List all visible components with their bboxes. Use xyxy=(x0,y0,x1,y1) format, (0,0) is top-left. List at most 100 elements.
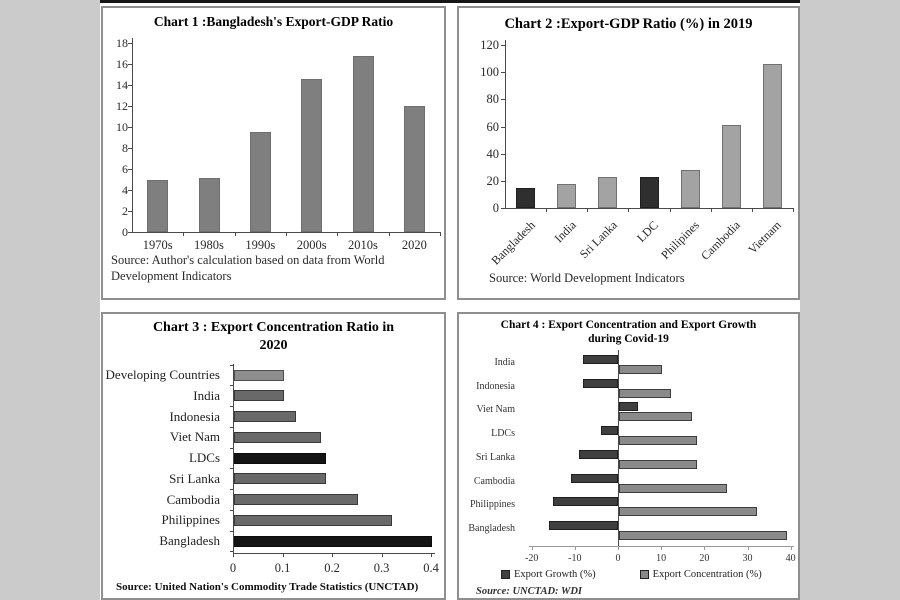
y-tick-mark xyxy=(230,468,233,470)
legend-label-export-concentration: Export Concentration (%) xyxy=(652,569,762,580)
x-tick-mark xyxy=(337,232,339,236)
category-label: LDCs xyxy=(188,450,220,465)
bar-indonesia xyxy=(234,411,296,422)
chart3-panel: Chart 3 : Export Concentration Ratio in … xyxy=(101,312,446,600)
bar-bangladesh xyxy=(516,187,536,208)
concentration-bar-indonesia xyxy=(619,388,671,398)
x-tick-mark xyxy=(669,208,671,212)
x-tick-mark xyxy=(233,553,234,557)
chart1-source: Source: Author's calculation based on da… xyxy=(111,253,385,284)
concentration-bar-ldcs xyxy=(619,436,697,446)
x-tick-label: 20 xyxy=(699,553,710,564)
category-label: Developing Countries xyxy=(105,367,220,382)
y-tick-mark xyxy=(501,45,505,46)
growth-bar-sri-lanka xyxy=(579,449,618,459)
export-concentration-swatch xyxy=(639,570,649,579)
zero-axis-line xyxy=(618,350,619,546)
y-tick-mark xyxy=(128,211,132,212)
x-tick-mark xyxy=(183,232,185,236)
chart2-plot: 0 20 40 60 80 100 120 Bangladesh India Sri Lanka L… xyxy=(459,8,798,298)
category-label: LDCs xyxy=(491,428,515,440)
bar-sri-lanka xyxy=(234,473,326,485)
x-tick-mark xyxy=(587,208,589,212)
growth-bar-ldcs xyxy=(600,426,618,436)
bar-ldcs xyxy=(234,452,326,464)
x-tick-mark xyxy=(531,546,533,550)
y-tick-mark xyxy=(230,364,233,366)
chart2-source: Source: World Development Indicators xyxy=(489,271,685,285)
x-category-label: 1970s xyxy=(142,238,173,252)
bar-bangladesh xyxy=(234,535,432,547)
x-tick-label: 0.1 xyxy=(274,561,291,575)
x-category-label: 1990s xyxy=(245,238,276,252)
x-category-label: 2020 xyxy=(401,238,427,252)
bar-philippines xyxy=(234,514,393,526)
bar-developing-countries xyxy=(234,369,284,381)
chart4-plot: -20 -10 0 10 20 30 40 India Indonesia Viet Nam LDC… xyxy=(459,314,798,598)
y-axis-line xyxy=(505,40,506,208)
y-tick-mark xyxy=(128,43,132,44)
y-tick-label: 6 xyxy=(122,162,128,176)
x-tick-mark xyxy=(286,232,287,236)
y-tick-label: 40 xyxy=(486,146,500,161)
x-tick-mark xyxy=(546,208,548,212)
y-tick-label: 2 xyxy=(122,204,128,218)
y-tick-label: 80 xyxy=(486,92,500,107)
bar-india xyxy=(557,183,577,208)
x-axis-line xyxy=(233,553,435,554)
growth-bar-viet-nam xyxy=(619,402,639,412)
y-tick-label: 12 xyxy=(116,99,128,113)
bar-1990s xyxy=(249,132,271,232)
category-label: India xyxy=(494,357,515,368)
chart1-plot: 0 2 4 6 8 10 12 14 16 18 1970s 1980s 1990s 2000s 2010s… xyxy=(103,8,444,298)
y-tick-label: 20 xyxy=(486,173,500,188)
x-tick-mark xyxy=(574,546,576,550)
y-tick-mark xyxy=(128,169,132,170)
concentration-bar-philippines xyxy=(619,507,758,517)
x-tick-label: 40 xyxy=(785,553,796,564)
category-label: Sri Lanka xyxy=(169,470,220,486)
y-tick-mark xyxy=(230,426,233,428)
y-tick-mark xyxy=(128,232,132,233)
x-tick-mark xyxy=(388,232,390,236)
y-tick-label: 60 xyxy=(486,119,500,134)
concentration-bar-cambodia xyxy=(619,483,727,493)
chart4-source: Source: UNCTAD: WDI xyxy=(476,586,582,597)
x-category-label: 2000s xyxy=(296,238,327,252)
category-label: Indonesia xyxy=(169,408,220,424)
legend-item-export-concentration: Export Concentration (%) xyxy=(639,569,762,580)
x-tick-mark xyxy=(618,546,619,550)
bar-viet-nam xyxy=(234,431,321,443)
concentration-bar-viet-nam xyxy=(619,412,693,422)
chart3-title: Chart 3 : Export Concentration Ratio in … xyxy=(152,320,395,353)
category-label: Philippines xyxy=(161,512,220,528)
y-tick-label: 10 xyxy=(116,120,128,134)
growth-bar-philippines xyxy=(553,497,618,507)
concentration-bar-bangladesh xyxy=(619,530,788,540)
x-tick-label: -20 xyxy=(524,553,539,564)
x-tick-mark xyxy=(747,546,749,550)
y-tick-mark xyxy=(128,127,132,128)
bar-philipines xyxy=(680,169,700,208)
category-label: Cambodia xyxy=(166,491,220,507)
bar-1980s xyxy=(198,178,220,232)
y-axis-line xyxy=(132,38,133,232)
y-axis-line xyxy=(233,364,234,553)
y-tick-label: 16 xyxy=(116,57,128,71)
chart2-title: Chart 2 :Export-GDP Ratio (%) in 2019 xyxy=(504,16,753,32)
y-tick-mark xyxy=(501,72,505,74)
growth-bar-cambodia xyxy=(570,473,618,483)
x-tick-mark xyxy=(704,546,706,550)
legend-label-export-growth: Export Growth (%) xyxy=(514,569,596,580)
x-tick-label: 0 xyxy=(615,553,621,564)
x-tick-mark xyxy=(751,208,753,212)
bar-cambodia xyxy=(234,494,358,505)
category-label: India xyxy=(193,387,220,403)
x-tick-label: -10 xyxy=(568,553,582,564)
y-tick-mark xyxy=(128,148,132,149)
bar-cambodia xyxy=(721,125,741,208)
x-tick-label: 30 xyxy=(742,553,753,564)
category-label: Bangladesh xyxy=(159,533,220,548)
y-tick-mark xyxy=(230,551,233,553)
